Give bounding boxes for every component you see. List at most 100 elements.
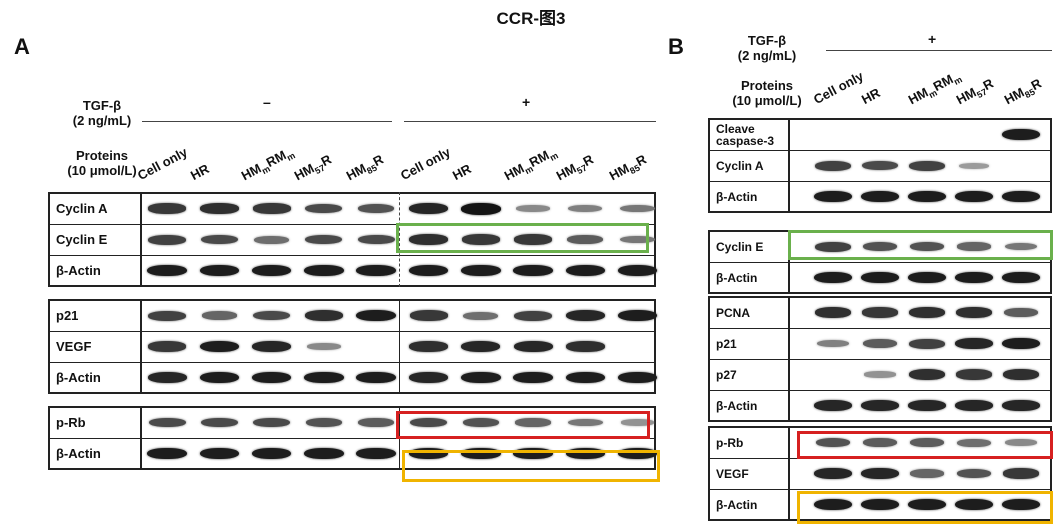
blot-band: [1002, 369, 1040, 380]
highlight-box: [396, 411, 650, 439]
label-divider: [788, 230, 790, 294]
blot-band: [955, 190, 993, 203]
blot-band: [955, 399, 993, 412]
blot-band: [1002, 468, 1040, 479]
blot-band: [955, 498, 993, 511]
blot-band: [861, 467, 899, 480]
blot-row-label: β-Actin: [716, 270, 758, 285]
blot-band: [307, 343, 341, 350]
lane-label: HMmRMm: [905, 71, 964, 108]
blot-band: [814, 271, 852, 284]
blot-band: [862, 241, 898, 252]
blot-row-label: p-Rb: [716, 435, 744, 450]
row-divider: [708, 262, 1052, 263]
blot-band: [1005, 439, 1037, 446]
blot-band: [910, 469, 944, 478]
row-divider: [708, 489, 1052, 490]
blot-frame: [708, 426, 1052, 521]
blot-band: [356, 309, 396, 322]
blot-band: [357, 203, 395, 214]
blot-band: [1002, 190, 1040, 203]
panel-a-proteins-label: Proteins (10 μmol/L): [67, 148, 137, 178]
blot-band: [1002, 498, 1040, 511]
highlight-box: [797, 491, 1053, 524]
panel-b-treatment-label: TGF-β (2 ng/mL): [737, 33, 797, 63]
blot-band: [957, 242, 991, 251]
blot-band: [565, 447, 606, 460]
blot-band: [461, 234, 500, 245]
blot-band: [409, 310, 448, 321]
blot-row-label: VEGF: [716, 466, 749, 481]
blot-band: [568, 204, 603, 213]
blot-band: [908, 271, 946, 284]
blot-band: [461, 264, 501, 277]
lane-label: HR: [858, 84, 883, 107]
blot-row-label: β-Actin: [56, 369, 101, 385]
highlight-box: [797, 431, 1053, 459]
blot-band: [199, 264, 240, 277]
blot-band: [862, 160, 898, 171]
blot-band: [304, 264, 344, 277]
blot-band: [409, 234, 448, 245]
blot-row-label: VEGF: [56, 338, 92, 354]
blot-band: [514, 310, 552, 321]
blot-band: [814, 307, 852, 318]
blot-band: [620, 235, 655, 244]
blot-band: [409, 341, 448, 352]
blot-band: [908, 498, 946, 511]
blot-band: [252, 340, 292, 353]
blot-band: [955, 337, 993, 350]
blot-band: [861, 307, 899, 318]
blot-band: [409, 371, 448, 384]
blot-row-label: β-Actin: [716, 398, 758, 413]
blot-band: [462, 417, 500, 428]
panel-a-treatment-label: TGF-β (2 ng/mL): [72, 98, 132, 128]
blot-band: [148, 417, 186, 428]
blot-band: [254, 235, 290, 244]
blot-band: [861, 498, 899, 511]
panel-b-plus: +: [928, 31, 937, 47]
blot-band: [861, 271, 899, 284]
blot-band: [621, 419, 655, 426]
lane-label: HM85R: [1001, 75, 1044, 108]
blot-band: [617, 447, 658, 460]
blot-band: [956, 468, 992, 479]
blot-band: [1002, 399, 1040, 412]
panel-b-plus-rule: [826, 50, 1052, 51]
blot-band: [147, 371, 187, 384]
blot-band: [463, 311, 499, 320]
panel-b-proteins-label: Proteins (10 μmol/L): [732, 78, 802, 108]
blot-band: [200, 417, 238, 428]
blot-row-label: β-Actin: [716, 189, 758, 204]
label-divider: [140, 406, 142, 470]
blot-band: [861, 399, 899, 412]
blot-band: [408, 447, 449, 460]
blot-row-label: p-Rb: [56, 414, 86, 430]
row-divider: [708, 359, 1052, 360]
blot-band: [460, 202, 501, 215]
blot-band: [461, 340, 501, 353]
blot-frame: [48, 192, 656, 287]
condition-divider: [399, 192, 400, 287]
blot-band: [147, 447, 187, 460]
blot-row-label: Cyclin A: [56, 200, 108, 216]
blot-band: [513, 264, 553, 277]
blot-row-label: Cyclin E: [56, 231, 108, 247]
label-divider: [788, 426, 790, 521]
row-divider: [708, 328, 1052, 329]
panel-a-label: A: [14, 34, 30, 59]
blot-band: [251, 264, 292, 277]
row-divider: [708, 181, 1052, 182]
highlight-box: [402, 450, 660, 482]
blot-row-label: β-Actin: [56, 445, 101, 461]
blot-band: [909, 160, 945, 171]
blot-band: [862, 438, 898, 447]
blot-band: [358, 418, 395, 427]
blot-band: [864, 371, 896, 378]
highlight-box: [788, 230, 1053, 260]
blot-row-label: Cyclin A: [716, 158, 764, 173]
blot-band: [304, 310, 344, 321]
blot-band: [515, 418, 551, 427]
blot-band: [304, 371, 344, 384]
blot-band: [148, 203, 186, 214]
